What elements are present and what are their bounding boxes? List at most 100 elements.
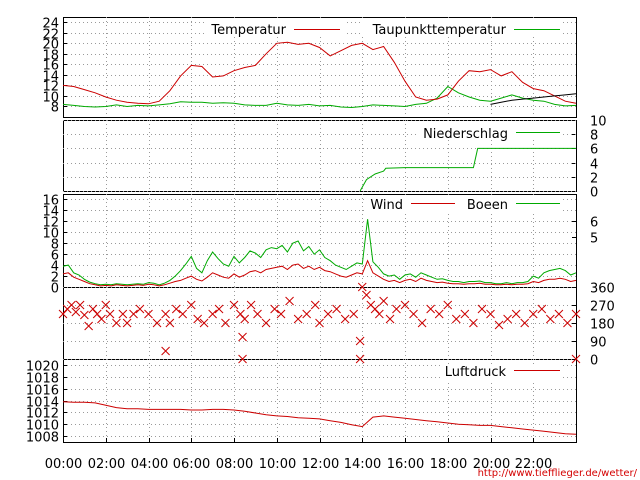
wind-series-line xyxy=(62,259,577,287)
direction-marker xyxy=(537,304,547,314)
direction-marker xyxy=(554,309,564,319)
direction-marker xyxy=(349,309,359,319)
pressure-tick-label: 1010 xyxy=(26,419,59,434)
direction-marker xyxy=(122,318,132,328)
direction-marker xyxy=(221,318,230,328)
direction-marker xyxy=(409,309,418,319)
temperature-tick-label: 16 xyxy=(42,59,59,74)
direction-marker xyxy=(199,318,209,328)
direction-marker xyxy=(315,318,324,328)
source-url: http://www.tiefflieger.de/wetter/ xyxy=(478,468,638,479)
direction-marker xyxy=(238,332,247,342)
temperature-tick-label: 10 xyxy=(42,91,59,106)
direction-marker xyxy=(503,314,512,324)
temperature-tick-label: 24 xyxy=(42,17,59,32)
pressure-tick-label: 1018 xyxy=(26,372,59,387)
direction-marker xyxy=(238,354,247,364)
direction-marker xyxy=(451,314,461,324)
direction-marker xyxy=(511,309,521,319)
temperature-tick-label: 22 xyxy=(42,28,59,43)
temperature-series-line xyxy=(62,41,577,105)
pressure-tick-label: 1016 xyxy=(26,384,59,399)
wind-tick-label: 14 xyxy=(42,205,59,220)
direction-marker xyxy=(208,309,217,319)
legend-box xyxy=(416,124,562,140)
direction-marker xyxy=(571,309,581,319)
pressure-tick-label: 1012 xyxy=(26,407,59,422)
direction-marker xyxy=(374,309,384,319)
reference-series-line xyxy=(490,93,577,105)
temperature-tick-label: 14 xyxy=(42,70,59,85)
gust-legend-label: Boeen xyxy=(467,198,508,213)
direction-marker xyxy=(161,309,170,319)
legend-box xyxy=(440,364,562,380)
direction-marker xyxy=(385,314,395,324)
x-tick-label: 04:00 xyxy=(131,457,168,472)
pressure-tick-label: 1008 xyxy=(26,431,59,446)
direction-marker xyxy=(285,296,294,306)
beaufort-tick-label: 5 xyxy=(590,232,598,247)
x-tick-label: 08:00 xyxy=(216,457,253,472)
direction-marker xyxy=(571,354,581,364)
direction-marker xyxy=(357,282,367,292)
direction-marker xyxy=(293,314,303,324)
direction-marker xyxy=(355,336,365,346)
direction-marker xyxy=(370,304,380,314)
wind-tick-label: 10 xyxy=(42,227,59,242)
direction-marker xyxy=(486,309,495,319)
direction-marker xyxy=(426,304,436,314)
direction-marker xyxy=(332,304,341,314)
x-tick-label: 18:00 xyxy=(430,457,467,472)
pressure-tick-label: 1020 xyxy=(26,360,59,375)
wind-legend-label: Wind xyxy=(370,198,403,213)
pressure-series-line xyxy=(62,401,577,435)
legend-box xyxy=(206,20,346,36)
x-tick-label: 14:00 xyxy=(344,457,381,472)
wind-tick-label: 12 xyxy=(42,216,59,231)
direction-marker xyxy=(101,300,111,310)
direction-tick-label: 360 xyxy=(590,282,615,297)
precipitation-tick-label: 8 xyxy=(590,129,598,144)
direction-marker xyxy=(152,318,162,328)
direction-marker xyxy=(178,309,188,319)
legend-box xyxy=(366,197,562,213)
direction-marker xyxy=(171,304,181,314)
direction-marker xyxy=(105,309,115,319)
x-tick-label: 22:00 xyxy=(515,457,552,472)
direction-marker xyxy=(460,309,470,319)
direction-marker xyxy=(67,300,76,310)
direction-marker xyxy=(302,309,312,319)
temperature-tick-label: 20 xyxy=(42,38,59,53)
wind-tick-label: 6 xyxy=(51,249,59,264)
precipitation-tick-label: 10 xyxy=(590,115,607,130)
wind-tick-label: 2 xyxy=(51,271,59,286)
direction-marker xyxy=(236,309,245,319)
direction-marker xyxy=(84,321,94,331)
direction-marker xyxy=(379,296,388,306)
direction-marker xyxy=(362,290,371,300)
direction-marker xyxy=(340,314,350,324)
direction-marker xyxy=(400,300,410,310)
x-tick-label: 06:00 xyxy=(173,457,210,472)
direction-marker xyxy=(80,310,89,320)
wind-tick-label: 4 xyxy=(51,260,59,275)
direction-marker xyxy=(97,314,106,324)
direction-marker xyxy=(253,309,262,319)
x-tick-label: 00:00 xyxy=(45,457,82,472)
direction-marker xyxy=(392,304,401,314)
beaufort-tick-label: 6 xyxy=(590,216,598,231)
direction-marker xyxy=(434,309,444,319)
direction-marker xyxy=(323,309,333,319)
direction-marker xyxy=(563,318,572,328)
direction-marker xyxy=(165,318,175,328)
direction-marker xyxy=(135,304,145,314)
direction-marker xyxy=(112,318,121,328)
direction-marker xyxy=(75,300,85,310)
direction-marker xyxy=(92,309,102,319)
precipitation-tick-label: 2 xyxy=(590,172,598,187)
direction-marker xyxy=(270,304,279,314)
wind-tick-label: 8 xyxy=(51,238,59,253)
wind-tick-label: 16 xyxy=(42,194,59,209)
x-tick-label: 20:00 xyxy=(473,457,510,472)
